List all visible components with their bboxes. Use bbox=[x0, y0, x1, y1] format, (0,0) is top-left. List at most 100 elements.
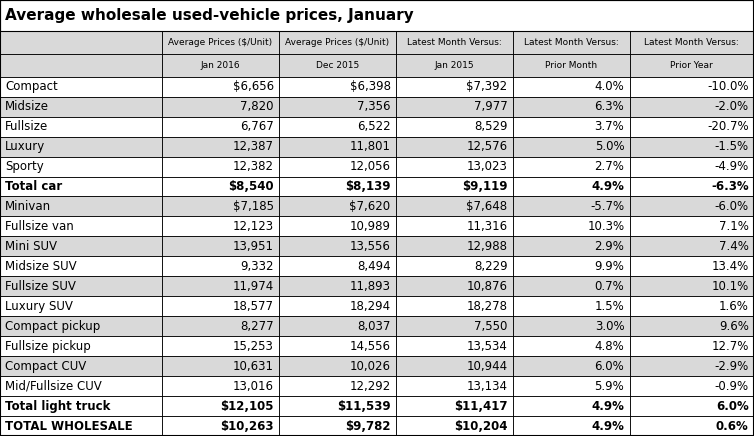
Bar bbox=[0, 356, 162, 376]
Text: $8,540: $8,540 bbox=[228, 180, 274, 193]
Text: 13.4%: 13.4% bbox=[712, 260, 749, 273]
Text: 6.3%: 6.3% bbox=[595, 100, 624, 113]
Bar bbox=[279, 216, 396, 236]
Text: 7,550: 7,550 bbox=[474, 320, 507, 333]
Bar bbox=[396, 54, 513, 77]
Text: 0.6%: 0.6% bbox=[716, 419, 749, 433]
Bar bbox=[0, 396, 162, 416]
Bar bbox=[279, 197, 396, 216]
Text: 12,988: 12,988 bbox=[467, 240, 507, 253]
Bar bbox=[396, 296, 513, 316]
Text: 7.1%: 7.1% bbox=[719, 220, 749, 233]
Bar bbox=[279, 396, 396, 416]
Text: Mini SUV: Mini SUV bbox=[5, 240, 57, 253]
Bar bbox=[0, 356, 162, 376]
Bar bbox=[279, 316, 396, 336]
Bar bbox=[513, 197, 630, 216]
Bar bbox=[513, 236, 630, 256]
Bar bbox=[279, 256, 396, 276]
Bar bbox=[513, 316, 630, 336]
Bar bbox=[162, 117, 279, 136]
Bar bbox=[396, 77, 513, 97]
Bar bbox=[279, 157, 396, 177]
Bar bbox=[513, 77, 630, 97]
Bar bbox=[396, 376, 513, 396]
Bar bbox=[0, 157, 162, 177]
Bar bbox=[162, 256, 279, 276]
Text: 13,534: 13,534 bbox=[467, 340, 507, 353]
Bar bbox=[0, 54, 162, 77]
Bar bbox=[513, 177, 630, 197]
Text: 11,316: 11,316 bbox=[466, 220, 507, 233]
Text: 3.0%: 3.0% bbox=[595, 320, 624, 333]
Bar bbox=[630, 336, 754, 356]
Bar bbox=[162, 31, 279, 54]
Text: 12,292: 12,292 bbox=[349, 380, 391, 392]
Bar bbox=[162, 216, 279, 236]
Bar bbox=[279, 356, 396, 376]
Text: Average wholesale used-vehicle prices, January: Average wholesale used-vehicle prices, J… bbox=[5, 8, 414, 23]
Bar bbox=[396, 236, 513, 256]
Text: 1.6%: 1.6% bbox=[719, 300, 749, 313]
Text: 2.9%: 2.9% bbox=[594, 240, 624, 253]
Bar bbox=[162, 77, 279, 97]
Bar bbox=[513, 356, 630, 376]
Bar bbox=[396, 336, 513, 356]
Bar bbox=[513, 256, 630, 276]
Bar bbox=[162, 256, 279, 276]
Text: 10,026: 10,026 bbox=[350, 360, 391, 373]
Bar bbox=[630, 216, 754, 236]
Bar bbox=[162, 376, 279, 396]
Text: 9.6%: 9.6% bbox=[719, 320, 749, 333]
Bar bbox=[162, 296, 279, 316]
Bar bbox=[279, 177, 396, 197]
Bar bbox=[396, 97, 513, 117]
Bar bbox=[513, 396, 630, 416]
Bar bbox=[513, 216, 630, 236]
Bar bbox=[279, 336, 396, 356]
Bar bbox=[396, 316, 513, 336]
Text: 8,494: 8,494 bbox=[357, 260, 391, 273]
Bar bbox=[396, 197, 513, 216]
Bar bbox=[513, 416, 630, 436]
Bar bbox=[630, 256, 754, 276]
Text: $11,417: $11,417 bbox=[454, 399, 507, 412]
Bar bbox=[279, 54, 396, 77]
Bar bbox=[162, 197, 279, 216]
Bar bbox=[513, 136, 630, 157]
Bar bbox=[513, 276, 630, 296]
Bar bbox=[630, 296, 754, 316]
Bar bbox=[0, 256, 162, 276]
Bar bbox=[162, 316, 279, 336]
Bar bbox=[630, 136, 754, 157]
Bar bbox=[279, 97, 396, 117]
Bar bbox=[162, 336, 279, 356]
Bar bbox=[162, 97, 279, 117]
Text: 6.0%: 6.0% bbox=[716, 399, 749, 412]
Text: -6.0%: -6.0% bbox=[715, 200, 749, 213]
Bar bbox=[630, 236, 754, 256]
Bar bbox=[513, 157, 630, 177]
Bar bbox=[0, 177, 162, 197]
Bar bbox=[630, 296, 754, 316]
Text: 18,294: 18,294 bbox=[349, 300, 391, 313]
Bar bbox=[0, 197, 162, 216]
Bar bbox=[630, 54, 754, 77]
Text: 14,556: 14,556 bbox=[350, 340, 391, 353]
Text: 5.0%: 5.0% bbox=[595, 140, 624, 153]
Bar bbox=[0, 316, 162, 336]
Text: $7,392: $7,392 bbox=[466, 80, 507, 93]
Bar bbox=[279, 177, 396, 197]
Bar bbox=[0, 77, 162, 97]
Bar bbox=[279, 416, 396, 436]
Bar bbox=[396, 31, 513, 54]
Text: 5.9%: 5.9% bbox=[595, 380, 624, 392]
Text: 12,576: 12,576 bbox=[466, 140, 507, 153]
Bar bbox=[630, 77, 754, 97]
Bar bbox=[513, 256, 630, 276]
Text: 13,134: 13,134 bbox=[467, 380, 507, 392]
Text: -1.5%: -1.5% bbox=[715, 140, 749, 153]
Bar bbox=[630, 236, 754, 256]
Bar bbox=[630, 157, 754, 177]
Text: Prior Year: Prior Year bbox=[670, 61, 713, 70]
